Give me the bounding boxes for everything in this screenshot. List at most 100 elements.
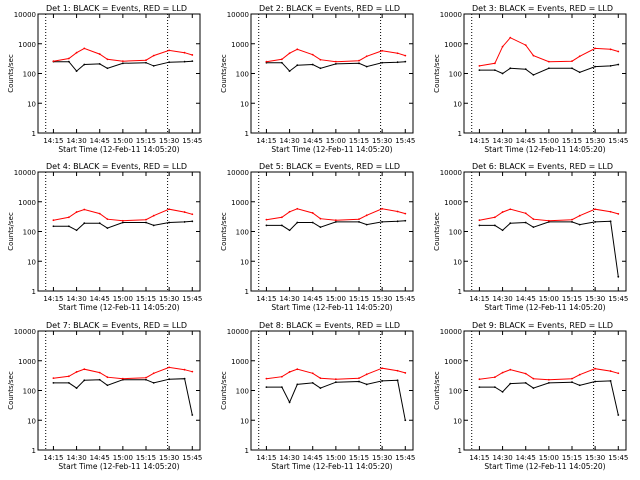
data-point-events bbox=[365, 383, 368, 386]
y-tick-label: 10000 bbox=[14, 328, 36, 336]
data-point-lld bbox=[365, 55, 368, 58]
x-tick-label: 15:45 bbox=[182, 295, 202, 303]
data-point-lld bbox=[98, 371, 101, 374]
data-point-lld bbox=[617, 372, 620, 375]
data-point-events bbox=[396, 220, 399, 223]
data-point-events bbox=[381, 221, 384, 223]
data-point-lld bbox=[571, 60, 573, 63]
data-point-lld bbox=[183, 211, 186, 213]
data-point-lld bbox=[67, 57, 70, 60]
y-tick-label: 10000 bbox=[14, 169, 36, 177]
data-point-lld bbox=[334, 378, 337, 381]
data-point-lld bbox=[106, 58, 109, 61]
y-tick-label: 10 bbox=[240, 417, 249, 425]
data-point-lld bbox=[83, 47, 86, 50]
y-tick-label: 100 bbox=[449, 71, 462, 79]
series-line-events bbox=[266, 61, 406, 72]
data-point-events bbox=[288, 70, 291, 73]
data-point-lld bbox=[280, 58, 283, 61]
data-point-lld bbox=[594, 208, 597, 211]
y-tick-label: 10000 bbox=[227, 11, 249, 19]
x-tick-label: 14:45 bbox=[303, 454, 323, 462]
x-tick-label: 14:45 bbox=[303, 295, 323, 303]
x-tick-label: 15:00 bbox=[113, 295, 133, 303]
data-point-lld bbox=[75, 51, 78, 54]
data-point-events bbox=[493, 386, 496, 389]
panel-det-1: Det 1: BLACK = Events, RED = LLD 1 10 100 10… bbox=[7, 4, 202, 154]
data-point-lld bbox=[152, 54, 155, 57]
series-line-lld bbox=[266, 208, 406, 221]
data-point-lld bbox=[404, 372, 407, 374]
y-axis-title: Counts/sec bbox=[220, 54, 228, 93]
y-tick-label: 1000 bbox=[231, 41, 249, 49]
data-point-lld bbox=[152, 372, 155, 375]
x-tick-label: 15:00 bbox=[113, 137, 133, 145]
panel-det-4: Det 4: BLACK = Events, RED = LLD 1 10 100 10… bbox=[7, 162, 202, 312]
data-point-lld bbox=[319, 217, 322, 220]
data-point-lld bbox=[501, 211, 504, 213]
data-point-events bbox=[75, 387, 78, 390]
x-tick-label: 14:30 bbox=[279, 454, 299, 462]
data-point-events bbox=[381, 61, 384, 64]
data-point-events bbox=[334, 381, 337, 384]
x-tick-label: 15:00 bbox=[539, 137, 559, 145]
data-point-events bbox=[358, 380, 360, 383]
data-point-events bbox=[509, 67, 512, 70]
x-tick-label: 14:30 bbox=[492, 454, 512, 462]
data-point-lld bbox=[396, 369, 399, 372]
y-tick-label: 10 bbox=[240, 100, 249, 108]
data-point-lld bbox=[288, 210, 291, 213]
x-tick-label: 15:45 bbox=[395, 454, 415, 462]
data-point-lld bbox=[334, 60, 337, 63]
data-point-events bbox=[121, 62, 124, 65]
data-point-lld bbox=[106, 376, 109, 379]
x-tick-label: 15:45 bbox=[608, 295, 628, 303]
x-axis-title: Start Time (12-Feb-11 14:05:20) bbox=[484, 462, 605, 471]
series-line-lld bbox=[479, 368, 619, 381]
x-tick-label: 14:45 bbox=[303, 137, 323, 145]
x-tick-label: 15:00 bbox=[539, 454, 559, 462]
data-point-lld bbox=[296, 48, 299, 51]
x-tick-label: 14:30 bbox=[279, 295, 299, 303]
data-point-lld bbox=[52, 377, 55, 380]
y-tick-label: 100 bbox=[449, 229, 462, 237]
data-point-events bbox=[578, 384, 581, 387]
data-point-lld bbox=[571, 377, 573, 380]
y-tick-label: 1000 bbox=[231, 199, 249, 207]
y-tick-label: 10 bbox=[27, 258, 36, 266]
data-point-lld bbox=[524, 212, 527, 215]
data-point-lld bbox=[617, 213, 620, 215]
data-point-events bbox=[152, 224, 155, 227]
plot-title: Det 2: BLACK = Events, RED = LLD bbox=[259, 4, 400, 13]
y-tick-label: 10000 bbox=[227, 328, 249, 336]
y-axis-title: Counts/sec bbox=[220, 212, 228, 251]
x-tick-label: 15:30 bbox=[372, 137, 392, 145]
x-tick-label: 15:30 bbox=[585, 295, 605, 303]
data-point-lld bbox=[75, 371, 78, 373]
y-axis-title: Counts/sec bbox=[433, 212, 441, 251]
x-tick-label: 15:45 bbox=[395, 295, 415, 303]
data-point-lld bbox=[288, 371, 291, 373]
data-point-events bbox=[98, 222, 101, 225]
y-tick-label: 1 bbox=[458, 447, 462, 455]
data-point-events bbox=[121, 221, 124, 224]
series-line-lld bbox=[53, 366, 193, 380]
plot-title: Det 9: BLACK = Events, RED = LLD bbox=[472, 321, 613, 330]
plot-frame bbox=[37, 330, 201, 451]
y-tick-label: 1 bbox=[458, 288, 462, 296]
data-point-lld bbox=[396, 52, 399, 55]
data-point-events bbox=[311, 221, 314, 224]
series-line-events bbox=[53, 378, 193, 416]
panel-det-6: Det 6: BLACK = Events, RED = LLD 1 10 100 10… bbox=[433, 162, 628, 312]
data-point-events bbox=[334, 221, 337, 223]
data-point-lld bbox=[191, 213, 194, 216]
y-tick-label: 1000 bbox=[231, 358, 249, 366]
data-point-events bbox=[358, 221, 360, 223]
data-point-events bbox=[396, 379, 399, 382]
x-tick-label: 15:15 bbox=[349, 295, 369, 303]
data-point-events bbox=[168, 61, 171, 64]
y-axis-title: Counts/sec bbox=[433, 371, 441, 410]
data-point-lld bbox=[365, 214, 368, 217]
data-point-events bbox=[609, 220, 612, 223]
x-axis-title: Start Time (12-Feb-11 14:05:20) bbox=[58, 145, 179, 154]
